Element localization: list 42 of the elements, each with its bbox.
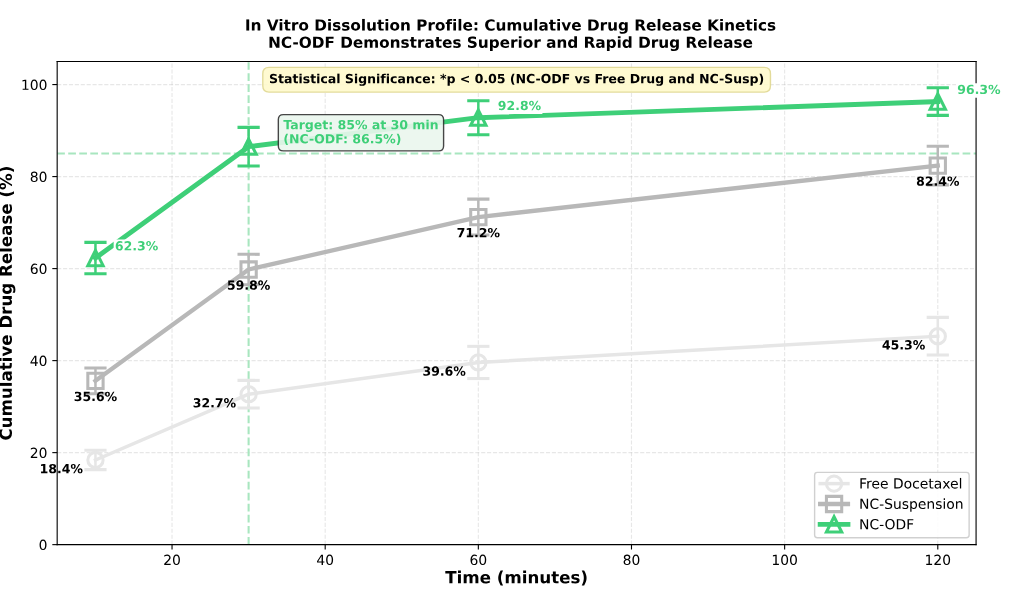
point bbox=[928, 92, 947, 111]
point bbox=[239, 260, 258, 279]
x-tick-label: 20 bbox=[164, 554, 180, 566]
legend-label: NC-ODF bbox=[860, 518, 914, 530]
x-tick-label: 100 bbox=[772, 554, 797, 566]
y-tick-label: 40 bbox=[30, 355, 47, 367]
chart-title: In Vitro Dissolution Profile: Cumulative Drug Release Kinetics bbox=[246, 18, 776, 34]
data-label: 82.4% bbox=[916, 176, 960, 186]
annotation: Statistical Significance: *p < 0.05 (NC-ODF vs Free Drug and NC-Susp) bbox=[269, 73, 764, 86]
point bbox=[239, 137, 258, 156]
point bbox=[928, 156, 947, 175]
data-label: 92.8% bbox=[498, 100, 541, 111]
chart-subtitle: NC-ODF Demonstrates Superior and Rapid Drug Release bbox=[269, 36, 753, 52]
x-tick-label: 120 bbox=[926, 554, 951, 566]
y-tick-label: 100 bbox=[22, 79, 47, 91]
data-label: 71.2% bbox=[457, 227, 500, 238]
annotation: Target: 85% at 30 min (NC-ODF: 86.5%) bbox=[283, 119, 438, 145]
y-tick-label: 80 bbox=[30, 171, 47, 183]
y-tick-label: 0 bbox=[39, 539, 47, 551]
y-tick-label: 20 bbox=[30, 447, 47, 459]
data-label: 35.6% bbox=[74, 391, 117, 402]
data-label: 32.7% bbox=[193, 398, 236, 408]
x-axis-title: Time (minutes) bbox=[445, 570, 587, 586]
point bbox=[239, 385, 258, 404]
x-tick-label: 60 bbox=[470, 554, 487, 566]
legend-label: NC-Suspension bbox=[860, 498, 963, 512]
point bbox=[469, 353, 488, 372]
point bbox=[928, 327, 947, 346]
y-axis-title: Cumulative Drug Release (%) bbox=[0, 167, 16, 440]
point bbox=[469, 207, 488, 227]
data-label: 62.3% bbox=[115, 241, 158, 251]
y-tick-label: 60 bbox=[30, 263, 47, 275]
data-label: 96.3% bbox=[957, 84, 1001, 95]
data-label: 45.3% bbox=[882, 340, 925, 350]
point bbox=[86, 248, 105, 268]
point bbox=[469, 108, 488, 127]
point bbox=[86, 371, 105, 391]
x-tick-label: 80 bbox=[623, 554, 640, 566]
x-tick-label: 40 bbox=[317, 554, 334, 566]
legend-label: Free Docetaxel bbox=[860, 477, 962, 489]
data-label: 59.8% bbox=[227, 280, 270, 290]
data-label: 39.6% bbox=[423, 366, 466, 376]
